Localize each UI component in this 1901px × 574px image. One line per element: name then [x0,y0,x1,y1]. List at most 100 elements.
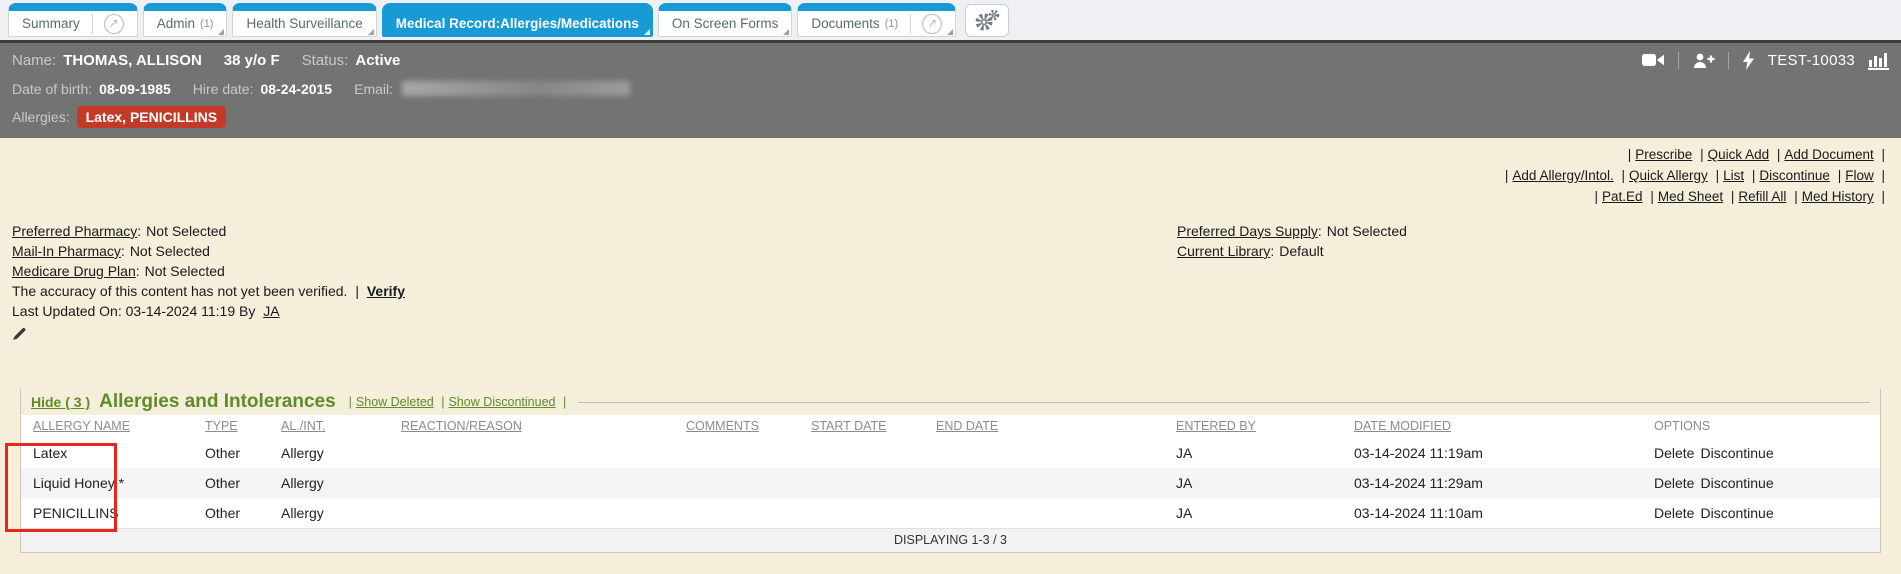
allergies-badge: Latex, PENICILLINS [76,106,227,128]
external-link-circle-icon[interactable]: ↗ [103,13,124,34]
medicare-drug-plan-link[interactable]: Medicare Drug Plan [12,263,136,279]
col-header-reaction-reason[interactable]: REACTION/REASON [401,419,522,433]
separator: | [1881,189,1885,204]
col-header-end-date[interactable]: END DATE [936,419,999,433]
icon-divider [1727,51,1729,69]
tab-on-screen-forms[interactable]: On Screen Forms [657,3,793,37]
quick-links-line-1: | Prescribe | Quick Add | Add Document | [12,144,1889,165]
cell-reaction [389,468,674,498]
col-header-comments[interactable]: COMMENTS [686,419,759,433]
tab-documents[interactable]: Documents (1) ↗ [797,3,957,37]
tab-summary[interactable]: Summary ↗ [8,3,138,37]
discontinue-link[interactable]: Discontinue [1700,445,1774,461]
col-header-options: OPTIONS [1654,419,1711,433]
separator: | [1621,168,1626,183]
discontinue-link[interactable]: Discontinue [1700,505,1774,521]
col-header-type[interactable]: TYPE [205,419,238,433]
lightning-bolt-icon[interactable] [1742,50,1755,70]
cell-start-date [799,498,924,529]
show-deleted-link[interactable]: Show Deleted [355,395,434,409]
preferred-pharmacy-link[interactable]: Preferred Pharmacy [12,223,138,239]
col-header-start-date[interactable]: START DATE [811,419,887,433]
quick-allergy-link[interactable]: Quick Allergy [1629,168,1708,183]
header-rule [578,401,1870,403]
section-title: Allergies and Intolerances [99,391,336,412]
edit-row [12,321,1889,343]
email-label: Email: [354,80,394,97]
verify-link[interactable]: Verify [366,283,405,299]
discontinue-link[interactable]: Discontinue [1759,168,1830,183]
quick-links-line-3: | Pat.Ed | Med Sheet | Refill All | Med Hist… [12,186,1889,207]
hide-section-link[interactable]: Hide ( 3 ) [31,394,91,410]
cell-entered-by: JA [1176,445,1193,461]
icon-divider [1677,51,1679,69]
edit-pencil-icon[interactable] [12,326,1889,341]
med-sheet-link[interactable]: Med Sheet [1657,189,1724,204]
tab-medical-record-allergies-medications[interactable]: Medical Record:Allergies/Medications [381,3,653,37]
cell-al-int: Allergy [281,475,324,491]
refill-all-link[interactable]: Refill All [1738,189,1787,204]
separator: | [1751,168,1756,183]
cell-options: Delete Discontinue [1642,468,1880,498]
col-header-allergy-name[interactable]: ALLERGY NAME [33,419,131,433]
add-allergy-intol-link[interactable]: Add Allergy/Intol. [1512,168,1614,183]
cell-date-modified: 03-14-2024 11:10am [1354,505,1483,521]
email-value-redacted [402,81,631,96]
cell-al-int: Allergy [281,505,324,521]
separator: | [441,395,445,409]
add-person-icon[interactable] [1692,52,1715,69]
settings-button[interactable] [965,4,1010,37]
separator: | [1594,189,1599,204]
delete-link[interactable]: Delete [1654,445,1695,461]
last-updated-row: Last Updated On: 03-14-2024 11:19 By JA [12,301,1889,321]
col-header-entered-by[interactable]: ENTERED BY [1176,419,1256,433]
col-header-date-modified[interactable]: DATE MODIFIED [1354,419,1451,433]
preferred-days-supply-link[interactable]: Preferred Days Supply [1177,223,1318,239]
mail-in-pharmacy-value: Not Selected [129,243,210,259]
patient-banner: Name: THOMAS, ALLISON 38 y/o F Status: A… [0,40,1901,138]
tab-admin[interactable]: Admin (1) [142,3,228,37]
separator: | [1794,189,1798,204]
cell-start-date [799,468,924,498]
separator: | [1650,189,1654,204]
record-id: TEST-10033 [1767,51,1855,69]
cell-comments [674,498,799,529]
preferred-days-supply-value: Not Selected [1326,223,1407,239]
separator: | [1504,168,1509,183]
tab-health-surveillance[interactable]: Health Surveillance [232,3,377,37]
current-library-link[interactable]: Current Library [1177,243,1271,259]
cell-options: Delete Discontinue [1642,498,1880,529]
prescribe-link[interactable]: Prescribe [1635,147,1693,162]
med-history-link[interactable]: Med History [1801,189,1874,204]
cell-comments [674,468,799,498]
tab-corner-fold-icon [783,29,790,35]
cell-entered-by: JA [1176,475,1193,491]
allergies-label: Allergies: [12,109,70,125]
col-header-al-int[interactable]: AL./INT. [281,419,326,433]
tab-label: Admin [156,16,196,31]
show-discontinued-link[interactable]: Show Discontinued [448,395,556,409]
external-link-circle-icon[interactable]: ↗ [922,13,943,34]
delete-link[interactable]: Delete [1654,505,1695,521]
quick-add-link[interactable]: Quick Add [1707,147,1770,162]
list-link[interactable]: List [1723,168,1745,183]
discontinue-link[interactable]: Discontinue [1700,475,1774,491]
add-document-link[interactable]: Add Document [1784,147,1874,162]
video-camera-icon[interactable] [1641,52,1665,68]
separator: | [355,283,359,299]
colon: : [1270,243,1275,259]
mail-in-pharmacy-link[interactable]: Mail-In Pharmacy [12,243,121,259]
table-row: Liquid Honey * Other Allergy JA 03-14-20… [21,468,1880,498]
pat-ed-link[interactable]: Pat.Ed [1602,189,1643,204]
cell-reaction [389,438,674,468]
separator: | [1837,168,1842,183]
colon: : [1317,223,1322,239]
cell-options: Delete Discontinue [1642,438,1880,468]
last-updated-text: Last Updated On: 03-14-2024 11:19 By [12,303,256,319]
table-row: Latex Other Allergy JA 03-14-2024 11:19a… [21,438,1880,468]
bar-chart-icon[interactable] [1868,51,1889,70]
cell-end-date [924,468,1164,498]
flow-link[interactable]: Flow [1845,168,1874,183]
delete-link[interactable]: Delete [1654,475,1695,491]
updated-by-user-link[interactable]: JA [263,303,280,319]
